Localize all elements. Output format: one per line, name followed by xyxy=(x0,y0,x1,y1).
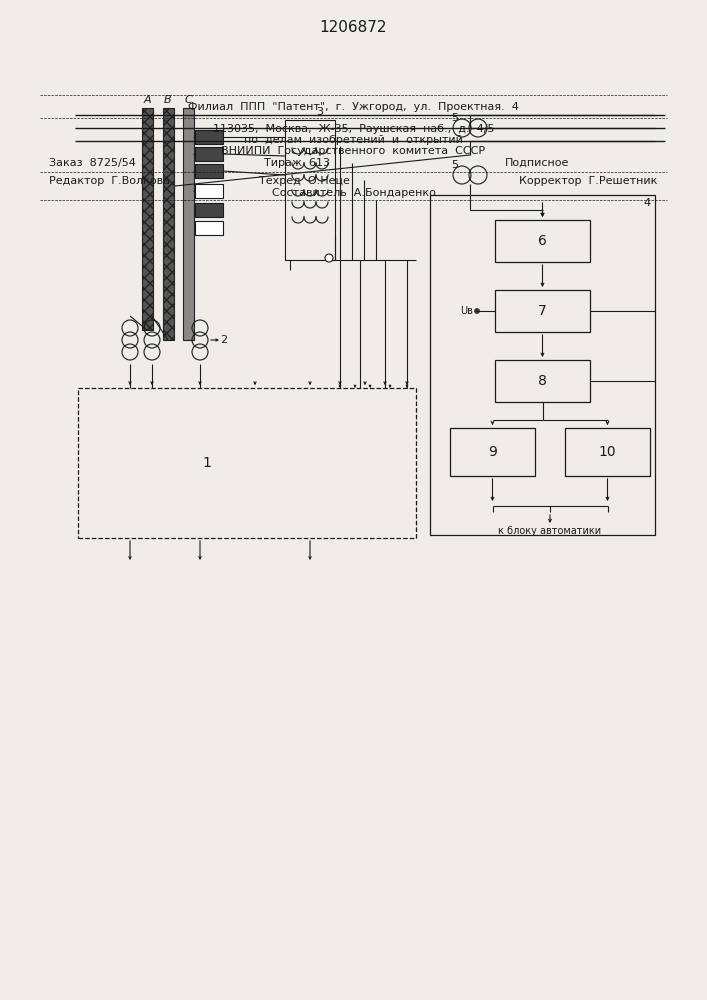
Text: Техред  О.Неце: Техред О.Неце xyxy=(259,176,349,186)
Bar xyxy=(142,108,153,330)
Text: Филиал  ППП  "Патент",  г.  Ужгород,  ул.  Проектная.  4: Филиал ППП "Патент", г. Ужгород, ул. Про… xyxy=(188,102,519,112)
Text: C: C xyxy=(184,95,192,105)
Text: 5: 5 xyxy=(452,160,459,170)
Bar xyxy=(195,147,223,161)
Text: 10: 10 xyxy=(599,445,617,459)
Text: Корректор  Г.Решетник: Корректор Г.Решетник xyxy=(519,176,658,186)
Text: Тираж  613: Тираж 613 xyxy=(264,158,330,168)
Bar xyxy=(163,108,174,340)
Text: 9: 9 xyxy=(488,445,497,459)
Text: к блоку автоматики: к блоку автоматики xyxy=(498,526,602,536)
Text: 1: 1 xyxy=(202,456,211,470)
Text: Uв: Uв xyxy=(460,306,474,316)
Bar xyxy=(450,428,535,476)
Text: Подписное: Подписное xyxy=(505,158,570,168)
Text: 8: 8 xyxy=(538,374,547,388)
Text: 113035,  Москва,  Ж-35,  Раушская  наб.,  д.  4/5: 113035, Москва, Ж-35, Раушская наб., д. … xyxy=(213,124,494,134)
Text: Составитель  А.Бондаренко: Составитель А.Бондаренко xyxy=(271,188,436,198)
Bar xyxy=(195,221,223,235)
Bar xyxy=(430,195,655,535)
Bar xyxy=(195,184,223,198)
Text: Заказ  8725/54: Заказ 8725/54 xyxy=(49,158,136,168)
Text: 1206872: 1206872 xyxy=(320,20,387,35)
Circle shape xyxy=(474,308,479,314)
Bar xyxy=(183,108,194,340)
Text: 4: 4 xyxy=(643,198,650,208)
Text: Редактор  Г.Волкова: Редактор Г.Волкова xyxy=(49,176,170,186)
Bar xyxy=(495,290,590,332)
Bar xyxy=(195,164,223,178)
Circle shape xyxy=(325,254,333,262)
Bar xyxy=(78,388,416,538)
Text: 7: 7 xyxy=(538,304,547,318)
Bar xyxy=(495,220,590,262)
Bar xyxy=(195,203,223,217)
Text: 5: 5 xyxy=(452,113,459,123)
Text: 3: 3 xyxy=(317,107,324,117)
Text: ВНИИПИ  Государственного  комитета  СССР: ВНИИПИ Государственного комитета СССР xyxy=(221,146,486,156)
Text: 6: 6 xyxy=(538,234,547,248)
Bar xyxy=(495,360,590,402)
Text: A: A xyxy=(144,95,151,105)
Text: B: B xyxy=(164,95,172,105)
Text: 2: 2 xyxy=(220,335,227,345)
Bar xyxy=(195,130,223,144)
Bar xyxy=(565,428,650,476)
Bar xyxy=(285,120,335,260)
Text: по  делам  изобретений  и  открытий: по делам изобретений и открытий xyxy=(244,135,463,145)
